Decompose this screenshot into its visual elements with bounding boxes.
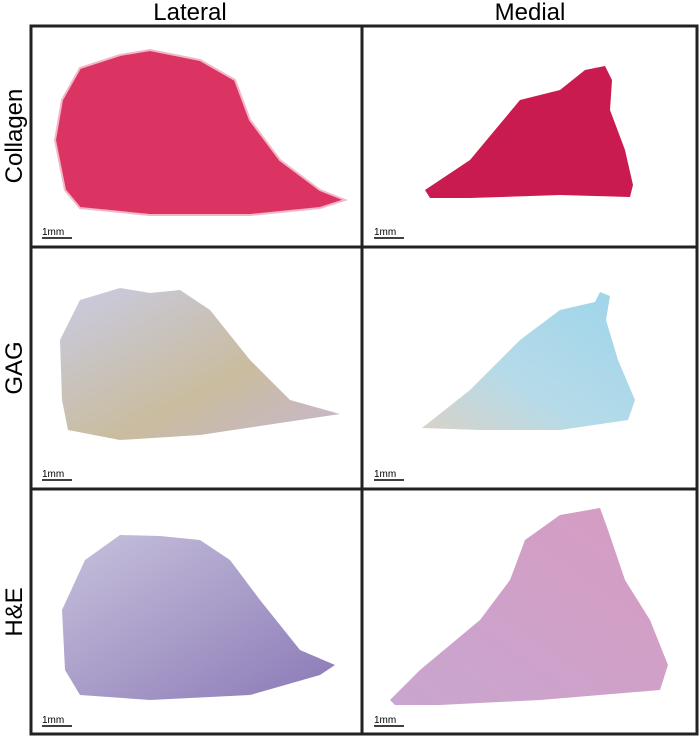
tissue-section: [62, 535, 335, 700]
scale-label: 1mm: [42, 715, 64, 726]
scale-label: 1mm: [42, 227, 64, 238]
row-label: Collagen: [1, 89, 28, 184]
tissue-section: [422, 292, 635, 430]
row-label: H&E: [1, 587, 28, 636]
scale-label: 1mm: [374, 715, 396, 726]
grid-border: [29, 24, 699, 736]
row-label: GAG: [1, 341, 28, 394]
tissue-section: [425, 66, 633, 198]
tissue-section: [53, 48, 348, 216]
tissue-section: [390, 508, 668, 705]
tissue-section: [60, 288, 340, 440]
scale-label: 1mm: [374, 469, 396, 480]
scale-label: 1mm: [42, 469, 64, 480]
column-header: Medial: [495, 0, 566, 26]
column-header: Lateral: [153, 0, 226, 26]
scale-label: 1mm: [374, 227, 396, 238]
